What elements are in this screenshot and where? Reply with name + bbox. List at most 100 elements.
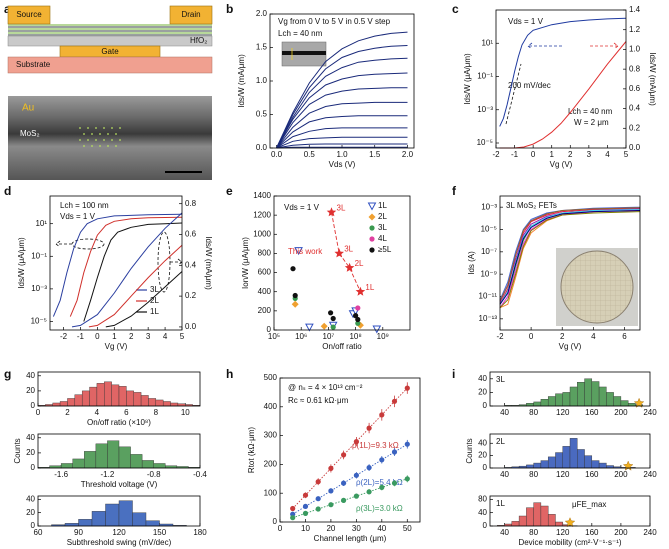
y-tick-label: 20 xyxy=(26,508,35,517)
x-tick-label: 1 xyxy=(549,150,554,159)
histogram-bar xyxy=(64,523,79,527)
series-line xyxy=(276,87,408,149)
marker xyxy=(328,502,334,508)
histogram-bar xyxy=(620,400,629,407)
x-tick-label: 80 xyxy=(529,470,538,479)
annotation: Lch = 40 nm xyxy=(568,107,613,116)
x-tick-label: 200 xyxy=(614,408,628,417)
y-axis-label: Ids (A) xyxy=(467,251,476,275)
series-line xyxy=(52,213,183,317)
legend-label: ≥5L xyxy=(378,245,392,254)
x-tick-label: -1 xyxy=(511,150,519,159)
metal-label: Au xyxy=(22,103,34,114)
y-axis-label: Counts xyxy=(465,438,474,463)
x-axis-label: Subthreshold swing (mV/dec) xyxy=(67,538,172,547)
chart-title: 3L MoS₂ FETs xyxy=(506,201,557,210)
y-tick-label: 1.0 xyxy=(256,76,268,85)
y-tick-label: 20 xyxy=(26,386,35,395)
histogram-bar xyxy=(577,382,585,407)
trend-line xyxy=(292,443,408,515)
marker xyxy=(341,480,347,486)
histogram-bar xyxy=(170,402,179,407)
histogram-bar xyxy=(518,515,527,527)
x-axis-label: On/off ratio (×10⁸) xyxy=(87,418,151,427)
legend-label: 1L xyxy=(150,307,159,316)
marker xyxy=(334,248,344,258)
drain-label: Drain xyxy=(181,10,200,19)
x-tick-label: 2.0 xyxy=(402,150,414,159)
y-tick-label: 80 xyxy=(478,494,487,503)
y-tick-label: 200 xyxy=(258,306,272,315)
x-tick-label: -1.2 xyxy=(101,470,115,479)
x-tick-label: 10⁸ xyxy=(349,332,361,341)
marker xyxy=(328,465,334,471)
y-tick-label: 10⁻⁵ xyxy=(481,225,497,234)
y-axis-label: Rtot (kΩ·μm) xyxy=(247,427,256,473)
marker xyxy=(320,322,328,330)
histogram-bar xyxy=(555,452,563,469)
marker xyxy=(341,452,347,458)
histogram-bar xyxy=(104,381,112,407)
series-line xyxy=(276,57,408,149)
marker xyxy=(341,497,347,503)
x-tick-label: 10⁹ xyxy=(377,332,389,341)
marker xyxy=(391,449,398,455)
annotation: Lch = 40 nm xyxy=(278,29,323,38)
marker xyxy=(404,476,410,482)
legend-swatch xyxy=(369,247,375,253)
legend-label: 3L xyxy=(378,223,387,232)
x-tick-label: 10 xyxy=(301,524,310,533)
series-line xyxy=(276,146,408,149)
y-tick-label: 20 xyxy=(478,451,487,460)
histogram-bar xyxy=(526,403,534,407)
x-tick-label: 40 xyxy=(500,408,509,417)
y-tick-label: 10⁻⁵ xyxy=(477,138,493,147)
series-line xyxy=(276,45,408,149)
substrate xyxy=(7,56,213,74)
series-line xyxy=(276,143,408,149)
annotation: 2L xyxy=(496,437,505,446)
histogram-bar xyxy=(140,395,149,407)
x-axis-label: Vg (V) xyxy=(550,160,573,169)
x-axis-label: Threshold voltage (V) xyxy=(81,480,158,489)
legend-swatch xyxy=(368,213,376,221)
marker xyxy=(404,385,410,391)
y-tick-label: 10⁻³ xyxy=(477,105,493,114)
histogram-bar xyxy=(584,455,593,469)
y-tick-label: 400 xyxy=(258,287,272,296)
x-tick-label: 20 xyxy=(326,524,335,533)
marker xyxy=(355,305,361,311)
trend-line xyxy=(331,212,361,292)
y-tick-label: 2.0 xyxy=(256,9,268,18)
x-tick-label: 30 xyxy=(352,524,361,533)
histogram-bar xyxy=(118,500,133,527)
marker xyxy=(302,503,309,509)
histogram-bar xyxy=(526,464,534,469)
legend-label: 2L xyxy=(378,212,387,221)
marker xyxy=(366,425,372,431)
y2-tick-label: 1.0 xyxy=(629,45,641,54)
plot-frame xyxy=(37,433,201,469)
histogram-bar xyxy=(153,463,166,469)
max-marker xyxy=(633,397,645,408)
x-tick-label: -0.8 xyxy=(147,470,161,479)
marker xyxy=(326,207,337,217)
histogram-bar xyxy=(89,386,98,407)
y-tick-label: 0 xyxy=(273,517,278,526)
histogram-bar xyxy=(132,512,147,527)
x-tick-label: 4 xyxy=(163,332,168,341)
series-line xyxy=(499,210,641,305)
y2-tick-label: 0.2 xyxy=(185,291,197,300)
x-tick-label: 1 xyxy=(112,332,117,341)
y2-tick-label: 0.2 xyxy=(629,123,641,132)
x-tick-label: 2 xyxy=(129,332,134,341)
point-label: 3L xyxy=(344,245,353,254)
x-tick-label: 10⁵ xyxy=(268,332,280,341)
gate-label: Gate xyxy=(101,47,119,56)
y-tick-label: 600 xyxy=(258,268,272,277)
histogram-bar xyxy=(84,451,97,469)
histogram-bar xyxy=(562,446,571,469)
histogram-bar xyxy=(584,378,593,407)
legend-swatch xyxy=(369,236,375,242)
y-tick-label: 0 xyxy=(483,463,488,472)
